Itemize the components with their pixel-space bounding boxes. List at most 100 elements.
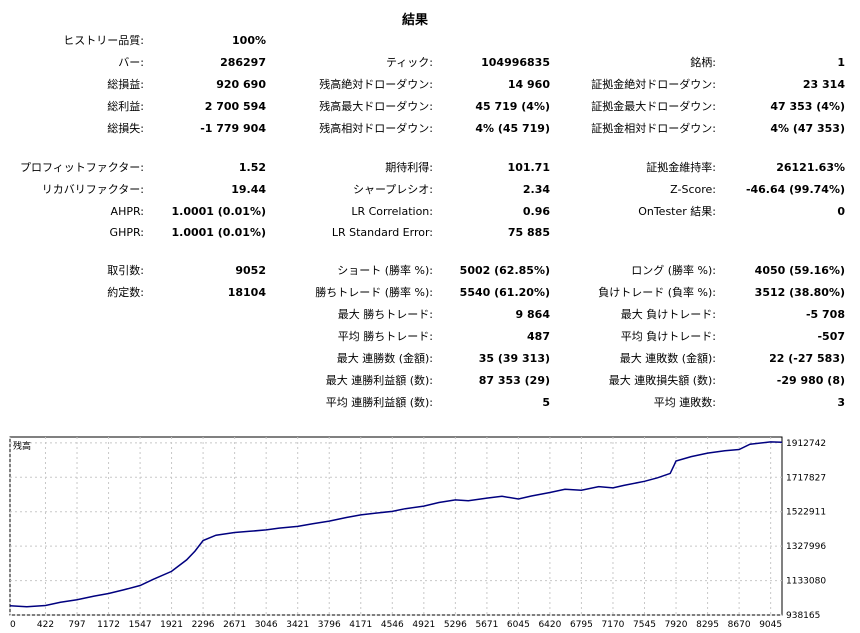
- x-tick-label: 6045: [507, 620, 530, 630]
- stat-label: ショート (勝率 %):: [337, 264, 433, 277]
- stat-value: 1: [837, 56, 845, 69]
- stat-value: 9052: [235, 264, 266, 277]
- stat-value: 47 353 (4%): [770, 100, 845, 113]
- stat-value: 1.0001 (0.01%): [171, 205, 267, 218]
- stat-value: 18104: [227, 286, 266, 299]
- stat-label: LR Correlation:: [351, 205, 433, 218]
- stat-value: 2 700 594: [204, 100, 266, 113]
- stat-value: -507: [817, 330, 845, 343]
- x-tick-label: 422: [37, 620, 54, 630]
- x-tick-label: 3421: [286, 620, 309, 630]
- x-tick-label: 5671: [475, 620, 498, 630]
- stat-label: 総損失:: [107, 122, 144, 135]
- stat-label: リカバリファクター:: [41, 183, 144, 196]
- stat-label: 総損益:: [107, 78, 144, 91]
- stat-value: -46.64 (99.74%): [745, 183, 845, 196]
- balance-series-line: [9, 441, 783, 608]
- y-tick-label: 1717827: [786, 473, 826, 483]
- x-tick-label: 6420: [538, 620, 561, 630]
- stat-value: 5540 (61.20%): [459, 286, 550, 299]
- stat-value: 101.71: [507, 161, 550, 174]
- stat-label: プロフィットファクター:: [19, 161, 144, 174]
- balance-chart: 938165 1133080 1327996 1522911 1717827 191274…: [0, 430, 860, 633]
- stat-value: 4050 (59.16%): [754, 264, 845, 277]
- stat-label: 最大 連勝利益額 (数):: [325, 374, 433, 387]
- y-axis-ticks: 938165 1133080 1327996 1522911 1717827 191274…: [786, 439, 826, 621]
- x-tick-label: 797: [68, 620, 85, 630]
- x-tick-label: 3046: [255, 620, 278, 630]
- x-tick-label: 4171: [349, 620, 372, 630]
- stat-label: 平均 連敗数:: [653, 396, 716, 409]
- stat-label: 平均 負けトレード:: [620, 330, 716, 343]
- stat-label: ヒストリー品質:: [63, 34, 144, 47]
- stat-value: 26121.63%: [776, 161, 845, 174]
- y-tick-label: 1133080: [786, 577, 826, 587]
- x-axis-ticks: 0 422 797 1172 1547 1921 2296 2671 3046 3421 3796 4…: [10, 620, 782, 630]
- stat-value: 35 (39 313): [478, 352, 550, 365]
- stat-label: 証拠金維持率:: [646, 161, 716, 174]
- stat-label: AHPR:: [110, 205, 144, 218]
- x-tick-label: 0: [10, 620, 16, 630]
- stat-label: 銘柄:: [690, 56, 716, 69]
- stat-value: 487: [527, 330, 550, 343]
- stat-value: 3: [837, 396, 845, 409]
- stat-value: 3512 (38.80%): [754, 286, 845, 299]
- y-tick-label: 1327996: [786, 542, 826, 552]
- stat-value: 0.96: [522, 205, 550, 218]
- stat-value: 100%: [232, 34, 266, 47]
- x-tick-label: 2671: [223, 620, 246, 630]
- stat-value: -5 708: [805, 308, 845, 321]
- stat-value: 286297: [220, 56, 266, 69]
- stat-value: 19.44: [231, 183, 266, 196]
- stat-label: 証拠金相対ドローダウン:: [591, 122, 716, 135]
- stat-label: Z-Score:: [670, 183, 716, 196]
- stat-label: 残高絶対ドローダウン:: [319, 78, 433, 91]
- stat-label: 証拠金最大ドローダウン:: [591, 100, 716, 113]
- stat-label: 平均 連勝利益額 (数):: [325, 396, 433, 409]
- x-tick-label: 4546: [381, 620, 404, 630]
- stat-value: 1.52: [238, 161, 266, 174]
- x-tick-label: 6795: [570, 620, 593, 630]
- stat-value: -29 980 (8): [776, 374, 845, 387]
- stat-value: 9 864: [515, 308, 550, 321]
- x-tick-label: 9045: [759, 620, 782, 630]
- stat-label: 最大 負けトレード:: [620, 308, 716, 321]
- stat-label: 負けトレード (負率 %):: [598, 286, 716, 299]
- stat-value: 5002 (62.85%): [459, 264, 550, 277]
- x-tick-label: 1547: [129, 620, 152, 630]
- balance-chart-svg: 938165 1133080 1327996 1522911 1717827 191274…: [9, 436, 826, 630]
- plot-frame: [9, 436, 783, 616]
- stat-label: GHPR:: [109, 226, 144, 239]
- x-tick-label: 7920: [665, 620, 688, 630]
- x-tick-label: 7545: [633, 620, 656, 630]
- chart-title: 残高: [13, 440, 31, 452]
- stat-label: 期待利得:: [385, 161, 433, 174]
- stat-label: 残高最大ドローダウン:: [319, 100, 433, 113]
- stat-label: バー:: [118, 56, 144, 69]
- stat-label: 総利益:: [107, 100, 144, 113]
- stat-label: 勝ちトレード (勝率 %):: [315, 286, 433, 299]
- stat-label: シャープレシオ:: [352, 183, 433, 196]
- stat-label: ロング (勝率 %):: [631, 264, 716, 277]
- stat-label: OnTester 結果:: [638, 205, 716, 218]
- stat-label: LR Standard Error:: [331, 226, 433, 239]
- x-tick-label: 4921: [412, 620, 435, 630]
- stat-value: 104996835: [481, 56, 550, 69]
- stat-value: 14 960: [507, 78, 550, 91]
- stat-label: 証拠金絶対ドローダウン:: [591, 78, 716, 91]
- stat-label: 最大 連敗損失額 (数):: [608, 374, 716, 387]
- x-tick-label: 8295: [696, 620, 719, 630]
- stat-label: 最大 連敗数 (金額):: [619, 352, 716, 365]
- x-tick-label: 3796: [318, 620, 341, 630]
- stat-value: 4% (45 719): [475, 122, 550, 135]
- x-tick-label: 5296: [444, 620, 467, 630]
- x-tick-label: 1172: [97, 620, 120, 630]
- stat-label: ティック:: [385, 56, 433, 69]
- stat-value: 1.0001 (0.01%): [171, 226, 267, 239]
- stat-label: 取引数:: [107, 264, 144, 277]
- x-tick-label: 7170: [602, 620, 625, 630]
- x-tick-label: 8670: [728, 620, 751, 630]
- stat-value: 4% (47 353): [770, 122, 845, 135]
- stat-value: 23 314: [802, 78, 845, 91]
- stat-value: 920 690: [216, 78, 266, 91]
